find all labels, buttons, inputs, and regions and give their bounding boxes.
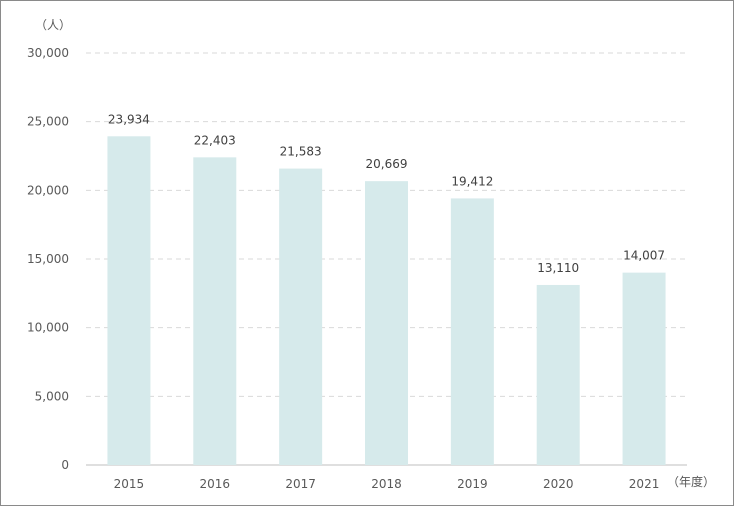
data-label: 21,583 xyxy=(280,145,322,159)
data-label: 14,007 xyxy=(623,249,665,263)
bar xyxy=(622,272,666,465)
bar xyxy=(450,198,494,465)
data-label: 20,669 xyxy=(366,157,408,171)
data-label: 22,403 xyxy=(194,133,236,147)
x-tick-label: 2020 xyxy=(543,477,574,491)
bar xyxy=(107,136,151,465)
bars-layer xyxy=(107,136,666,466)
x-tick-label: 2021 xyxy=(629,477,660,491)
labels-layer: 0 5,000 10,000 15,000 20,000 25,000 30,000 23,9… xyxy=(27,46,665,491)
y-tick-label: 10,000 xyxy=(27,321,69,335)
y-tick-label: 15,000 xyxy=(27,252,69,266)
data-label: 13,110 xyxy=(537,261,579,275)
y-tick-label: 30,000 xyxy=(27,46,69,60)
bar xyxy=(279,168,323,466)
bar xyxy=(536,284,580,465)
y-tick-label: 25,000 xyxy=(27,115,69,129)
x-axis-unit-label: （年度） xyxy=(667,474,715,489)
bar xyxy=(193,157,237,465)
bar xyxy=(365,181,408,465)
data-label: 23,934 xyxy=(108,112,150,126)
x-tick-label: 2018 xyxy=(371,477,402,491)
y-tick-label: 0 xyxy=(61,458,69,472)
y-tick-label: 20,000 xyxy=(27,183,69,197)
x-tick-label: 2016 xyxy=(200,477,231,491)
x-tick-label: 2017 xyxy=(285,477,316,491)
y-axis-unit-label: （人） xyxy=(35,18,71,32)
x-tick-label: 2015 xyxy=(114,477,145,491)
x-tick-label: 2019 xyxy=(457,477,488,491)
y-tick-label: 5,000 xyxy=(35,389,69,403)
data-label: 19,412 xyxy=(451,174,493,188)
